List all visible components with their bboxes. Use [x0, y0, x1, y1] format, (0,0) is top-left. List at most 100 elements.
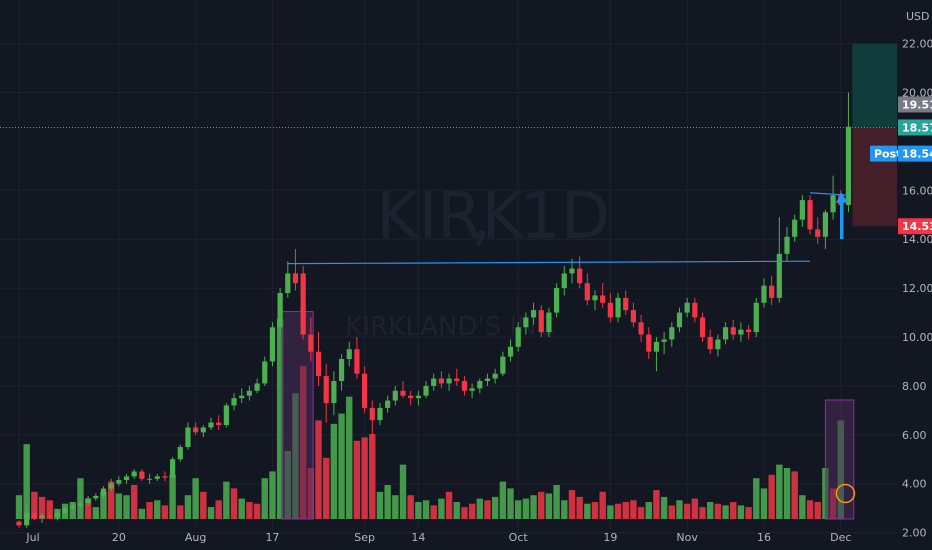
candle-body — [277, 292, 283, 328]
volume-bar — [376, 491, 384, 519]
price-tag-value: 18.54 — [902, 148, 932, 161]
position-stop-zone — [852, 127, 897, 227]
candle-body — [31, 513, 37, 518]
candle-body — [546, 312, 552, 333]
candle-body — [354, 349, 360, 374]
candle-body — [362, 373, 368, 408]
candle-body — [792, 219, 798, 237]
volume-bar — [568, 490, 576, 519]
volume-bar — [123, 495, 130, 519]
time-tick-label: Aug — [185, 531, 206, 544]
volume-bar — [115, 493, 123, 519]
candle-body — [231, 398, 237, 406]
candle-body — [216, 422, 222, 426]
volume-bar — [238, 498, 245, 519]
candle-body — [653, 341, 660, 352]
volume-highlights[interactable] — [281, 311, 856, 520]
volume-bar — [399, 464, 407, 519]
candle-body — [446, 378, 452, 384]
volume-bar — [253, 503, 261, 519]
candle-body — [162, 476, 168, 478]
time-tick-label: Sep — [354, 531, 375, 544]
candle-body — [170, 459, 176, 478]
volume-bar — [561, 500, 568, 519]
watermark-interval: 1D — [520, 180, 610, 254]
candle-body — [830, 195, 836, 213]
volume-bar — [100, 491, 107, 519]
watermark-company: KIRKLAND'S INC — [345, 312, 554, 342]
time-axis[interactable]: Jul 20 Aug 17 Sep 14 Oct 19 Nov 16 Dec — [25, 531, 851, 544]
price-tick-label: 2.00 — [902, 527, 927, 540]
candle-body — [454, 378, 460, 382]
volume-bar — [530, 495, 537, 519]
candle-body — [753, 302, 759, 333]
candle-body — [707, 337, 713, 350]
volume-bar — [38, 496, 46, 519]
candle-body — [315, 351, 322, 377]
volume-bar — [330, 423, 338, 519]
volume-bar — [522, 498, 530, 519]
volume-bar — [783, 468, 791, 519]
volume-bar — [576, 496, 583, 519]
volume-bar — [154, 500, 161, 519]
candle-body — [569, 268, 575, 274]
candle-body — [177, 447, 183, 460]
volume-bar — [607, 505, 614, 519]
candle-body — [24, 513, 30, 526]
candle-body — [193, 427, 199, 433]
price-tag-value: 14.53 — [902, 220, 932, 233]
price-tag-label: Post — [874, 148, 901, 161]
volume-bar — [315, 420, 322, 519]
volume-bar — [722, 505, 729, 519]
drawings[interactable] — [0, 126, 897, 265]
candle-body — [85, 498, 91, 504]
candle-body — [561, 273, 567, 289]
price-tick-label: 20.00 — [902, 87, 932, 100]
volume-bar — [107, 481, 115, 519]
volume-bar — [668, 505, 675, 519]
candle-body — [699, 317, 706, 337]
candle-body — [661, 339, 667, 342]
candle-body — [16, 521, 22, 526]
volume-bar — [760, 488, 768, 519]
candle-body — [845, 126, 852, 205]
candle-body — [346, 349, 352, 360]
price-tick-label: 12.00 — [902, 282, 932, 295]
long-position-tool[interactable] — [852, 43, 897, 227]
volume-bar — [223, 481, 230, 519]
volume-bar — [361, 437, 368, 519]
price-tag-box — [898, 119, 932, 136]
candle-body — [615, 297, 621, 318]
volume-bar — [707, 502, 714, 519]
volume-bar — [407, 495, 414, 519]
candle-body — [338, 359, 345, 382]
candle-body — [47, 515, 53, 517]
volume-bar — [515, 500, 522, 519]
candle-body — [769, 285, 775, 298]
candle-body — [746, 329, 752, 333]
candle-body — [715, 339, 721, 350]
volume-bar — [453, 502, 460, 519]
candle-body — [300, 273, 306, 335]
candle-body — [262, 361, 268, 384]
volume-bar — [215, 500, 222, 519]
volume-bar — [476, 498, 483, 519]
candle-body — [131, 471, 137, 477]
candle-body — [116, 480, 122, 484]
position-target-zone — [852, 43, 897, 128]
candle-body — [431, 378, 437, 386]
volume-bar — [184, 495, 192, 519]
price-tag-box — [898, 145, 932, 162]
candle-body — [646, 334, 652, 352]
candle-body — [554, 288, 560, 313]
volume-bar — [346, 396, 353, 519]
volume-bar — [353, 440, 361, 519]
price-axis[interactable]: USD 2.00 4.00 6.00 8.00 10.00 12.00 14.00 16.00… — [902, 10, 932, 540]
candle-body — [377, 407, 383, 421]
volume-circle-marker — [835, 483, 856, 504]
volume-bar — [645, 502, 652, 519]
candles — [16, 92, 852, 528]
candle-body — [784, 236, 790, 254]
